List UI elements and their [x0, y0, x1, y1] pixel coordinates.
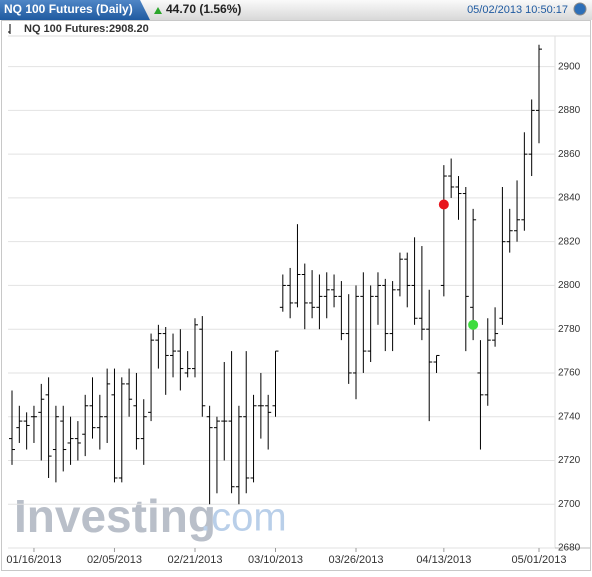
y-tick-label: 2720 — [558, 455, 581, 466]
x-tick-label: 05/01/2013 — [511, 554, 566, 566]
x-tick-label: 03/10/2013 — [248, 554, 303, 566]
y-tick-label: 2900 — [558, 61, 581, 72]
y-tick-label: 2820 — [558, 236, 581, 247]
chart-frame — [1, 20, 591, 571]
y-tick-label: 2700 — [558, 499, 581, 510]
signal-marker — [468, 319, 479, 330]
y-tick-label: 2800 — [558, 280, 581, 291]
header-bar — [0, 0, 592, 20]
y-tick-label: 2840 — [558, 193, 581, 204]
x-tick-label: 04/13/2013 — [416, 554, 471, 566]
watermark: Investing — [14, 490, 216, 542]
chart-title: NQ 100 Futures (Daily) — [4, 2, 133, 16]
watermark-suffix: .com — [200, 496, 287, 540]
y-tick-label: 2860 — [558, 149, 581, 160]
y-tick-label: 2880 — [558, 105, 581, 116]
up-arrow — [154, 7, 162, 14]
y-tick-label: 2760 — [558, 368, 581, 379]
y-tick-label: 2740 — [558, 411, 581, 422]
x-tick-label: 03/26/2013 — [328, 554, 383, 566]
x-tick-label: 02/05/2013 — [87, 554, 142, 566]
y-tick-label: 2680 — [558, 543, 581, 554]
settings-button[interactable] — [573, 2, 587, 16]
timestamp: 05/02/2013 10:50:17 — [467, 4, 568, 16]
signal-marker — [438, 199, 449, 210]
x-tick-label: 01/16/2013 — [6, 554, 61, 566]
legend-icon — [8, 24, 11, 34]
x-tick-label: 02/21/2013 — [167, 554, 222, 566]
price-change: 44.70 (1.56%) — [166, 2, 241, 16]
title-tab — [0, 0, 150, 20]
chart-subtitle: NQ 100 Futures:2908.20 — [24, 23, 149, 35]
y-tick-label: 2780 — [558, 324, 581, 335]
